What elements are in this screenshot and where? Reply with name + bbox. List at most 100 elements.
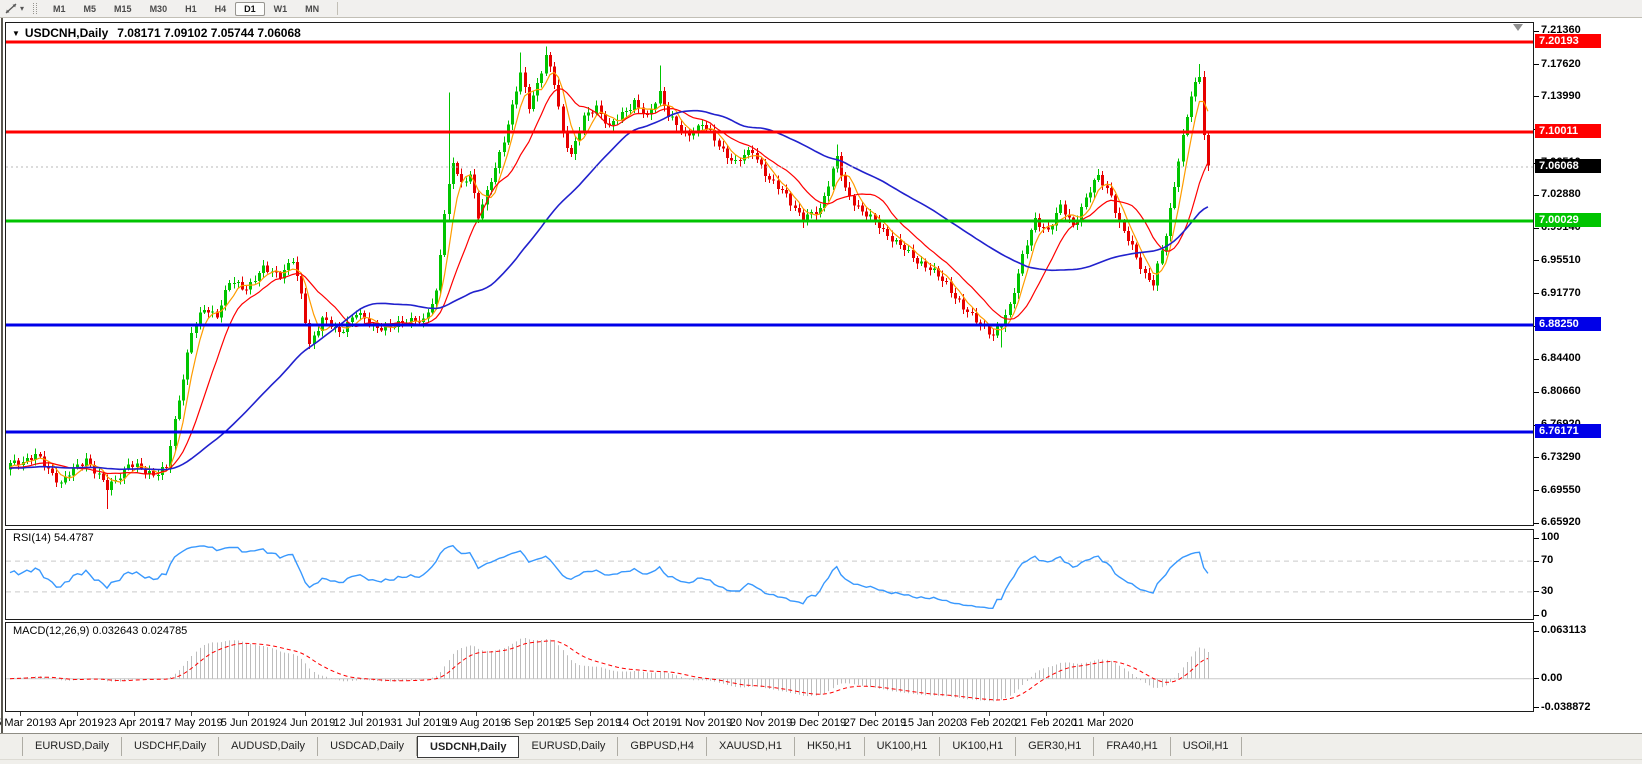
time-axis-tick <box>932 712 933 716</box>
price-axis-label: 7.17620 <box>1541 57 1581 70</box>
time-axis-label: 11 Mar 2020 <box>1072 717 1134 729</box>
chart-shift-marker-icon[interactable] <box>1513 24 1523 31</box>
time-axis-label: 9 Dec 2019 <box>789 717 847 729</box>
time-axis-label: 6 Sep 2019 <box>504 717 562 729</box>
symbol-tab-gbpusd-h4[interactable]: GBPUSD,H4 <box>618 737 707 756</box>
chart-title: ▼ USDCNH,Daily 7.08171 7.09102 7.05744 7.0… <box>12 26 301 40</box>
rsi-canvas[interactable] <box>6 530 1533 619</box>
chart-symbol-label: USDCNH,Daily <box>24 26 109 40</box>
timeframe-button-mn[interactable]: MN <box>305 3 320 14</box>
price-tag-6-88250: 6.88250 <box>1535 317 1601 332</box>
price-axis-tick <box>1534 457 1539 459</box>
symbol-tab-usdchf-daily[interactable]: USDCHF,Daily <box>122 737 220 756</box>
time-axis-label: 12 Jul 2019 <box>333 717 391 729</box>
price-axis-label: 6.80660 <box>1541 385 1581 398</box>
symbol-tab-usdcad-daily[interactable]: USDCAD,Daily <box>318 737 418 756</box>
symbol-tab-usoil-h1[interactable]: USOil,H1 <box>1171 737 1242 756</box>
symbol-tabs: EURUSD,Daily USDCHF,Daily AUDUSD,Daily USDC… <box>22 736 1242 758</box>
symbol-tab-usdcnh-daily[interactable]: USDCNH,Daily <box>417 736 520 758</box>
price-axis-label: 6.73290 <box>1541 450 1581 463</box>
macd-canvas[interactable] <box>6 623 1533 711</box>
time-axis-label: 14 Oct 2019 <box>617 717 677 729</box>
rsi-axis-label: 30 <box>1541 584 1554 597</box>
symbol-tab-hk50-h1[interactable]: HK50,H1 <box>795 737 865 756</box>
symbol-tab-ger30-h1[interactable]: GER30,H1 <box>1016 737 1095 756</box>
price-axis-tick <box>1534 358 1539 360</box>
price-axis-tick <box>1534 490 1539 492</box>
timeframe-button-m15[interactable]: M15 <box>114 3 132 14</box>
chart-collapse-icon[interactable]: ▼ <box>12 29 20 38</box>
rsi-axis-tick <box>1534 614 1539 616</box>
timeframe-button-m30[interactable]: M30 <box>149 3 168 14</box>
time-axis-tick <box>647 712 648 716</box>
macd-indicator-panel[interactable]: MACD(12,26,9) 0.032643 0.024785 <box>5 622 1534 712</box>
time-axis-tick <box>533 712 534 716</box>
chart-ohlc-values: 7.08171 7.09102 7.05744 7.06068 <box>117 26 301 40</box>
time-axis-label: 17 May 2019 <box>159 717 223 729</box>
price-axis-label: 7.13990 <box>1541 89 1581 102</box>
time-axis-label: 27 Dec 2019 <box>843 717 907 729</box>
macd-axis-label: 0.00 <box>1541 671 1563 684</box>
time-axis-label: 24 Jun 2019 <box>274 717 336 729</box>
rsi-indicator-panel[interactable]: RSI(14) 54.4787 <box>5 529 1534 620</box>
time-axis-tick <box>590 712 591 716</box>
crosshair-tool-icon[interactable] <box>4 2 18 15</box>
time-axis-label: 21 Feb 2020 <box>1015 717 1077 729</box>
rsi-axis-label: 70 <box>1541 554 1554 567</box>
time-axis-label: 20 Nov 2019 <box>729 717 793 729</box>
symbol-tab-uk100-h1[interactable]: UK100,H1 <box>940 737 1017 756</box>
time-axis-tick <box>704 712 705 716</box>
macd-label: MACD(12,26,9) 0.032643 0.024785 <box>13 625 187 637</box>
price-axis-tick <box>1534 260 1539 262</box>
timeframe-button-m1[interactable]: M1 <box>53 3 66 14</box>
timeframe-button-h4[interactable]: H4 <box>214 3 227 14</box>
time-axis-tick <box>1046 712 1047 716</box>
price-tag-7-06068: 7.06068 <box>1535 159 1601 174</box>
window-left-edge <box>1 18 3 733</box>
price-tag-7-10011: 7.10011 <box>1535 124 1601 139</box>
price-axis-label: 6.69550 <box>1541 483 1581 496</box>
timeframe-button-d1[interactable]: D1 <box>235 1 265 16</box>
time-axis-label: 3 Apr 2019 <box>50 717 104 729</box>
price-tag-6-76171: 6.76171 <box>1535 424 1601 439</box>
price-axis-label: 6.95510 <box>1541 253 1581 266</box>
toolbar: ▾ M1 M5 M15 M30 H1 H4 D1 W1 MN <box>0 0 1642 18</box>
price-chart-canvas[interactable] <box>6 23 1533 525</box>
rsi-axis-label: 0 <box>1541 608 1548 620</box>
symbol-tab-audusd-daily[interactable]: AUDUSD,Daily <box>219 737 319 756</box>
symbol-tab-uk100-h1[interactable]: UK100,H1 <box>865 737 941 756</box>
macd-axis-tick <box>1534 707 1539 709</box>
price-axis-tick <box>1534 64 1539 66</box>
toolbar-grip[interactable] <box>33 3 38 14</box>
time-axis-label: 1 Nov 2019 <box>675 717 733 729</box>
time-axis-label: 3 Feb 2020 <box>961 717 1017 729</box>
price-axis-label: 6.84400 <box>1541 352 1581 365</box>
macd-axis-tick <box>1534 678 1539 680</box>
main-price-panel[interactable]: ▼ USDCNH,Daily 7.08171 7.09102 7.05744 7.0… <box>5 22 1534 526</box>
toolbar-dropdown-caret-icon[interactable]: ▾ <box>20 4 25 13</box>
timeframe-button-h1[interactable]: H1 <box>185 3 197 14</box>
symbol-tab-eurusd-daily[interactable]: EURUSD,Daily <box>519 737 619 756</box>
macd-name: MACD(12,26,9) <box>13 625 90 637</box>
rsi-axis-tick <box>1534 560 1539 562</box>
time-axis-tick <box>818 712 819 716</box>
symbol-tab-fra40-h1[interactable]: FRA40,H1 <box>1094 737 1171 756</box>
price-axis-tick <box>1534 30 1539 32</box>
time-axis-label: 19 Aug 2019 <box>445 717 507 729</box>
timeframe-button-m5[interactable]: M5 <box>83 3 97 14</box>
symbol-tab-eurusd-daily[interactable]: EURUSD,Daily <box>22 737 122 756</box>
price-axis-tick <box>1534 227 1539 229</box>
macd-current-values: 0.032643 0.024785 <box>92 625 188 637</box>
rsi-axis-tick <box>1534 591 1539 593</box>
time-axis-tick <box>77 712 78 716</box>
rsi-label: RSI(14) 54.4787 <box>13 532 94 544</box>
price-axis-tick <box>1534 522 1539 524</box>
timeframe-button-w1[interactable]: W1 <box>273 3 288 14</box>
time-axis-tick <box>476 712 477 716</box>
time-axis-tick <box>134 712 135 716</box>
price-tag-7-20193: 7.20193 <box>1535 33 1601 48</box>
price-axis-label: 6.91770 <box>1541 286 1581 299</box>
rsi-name: RSI(14) <box>13 532 51 544</box>
symbol-tab-xauusd-h1[interactable]: XAUUSD,H1 <box>707 737 795 756</box>
